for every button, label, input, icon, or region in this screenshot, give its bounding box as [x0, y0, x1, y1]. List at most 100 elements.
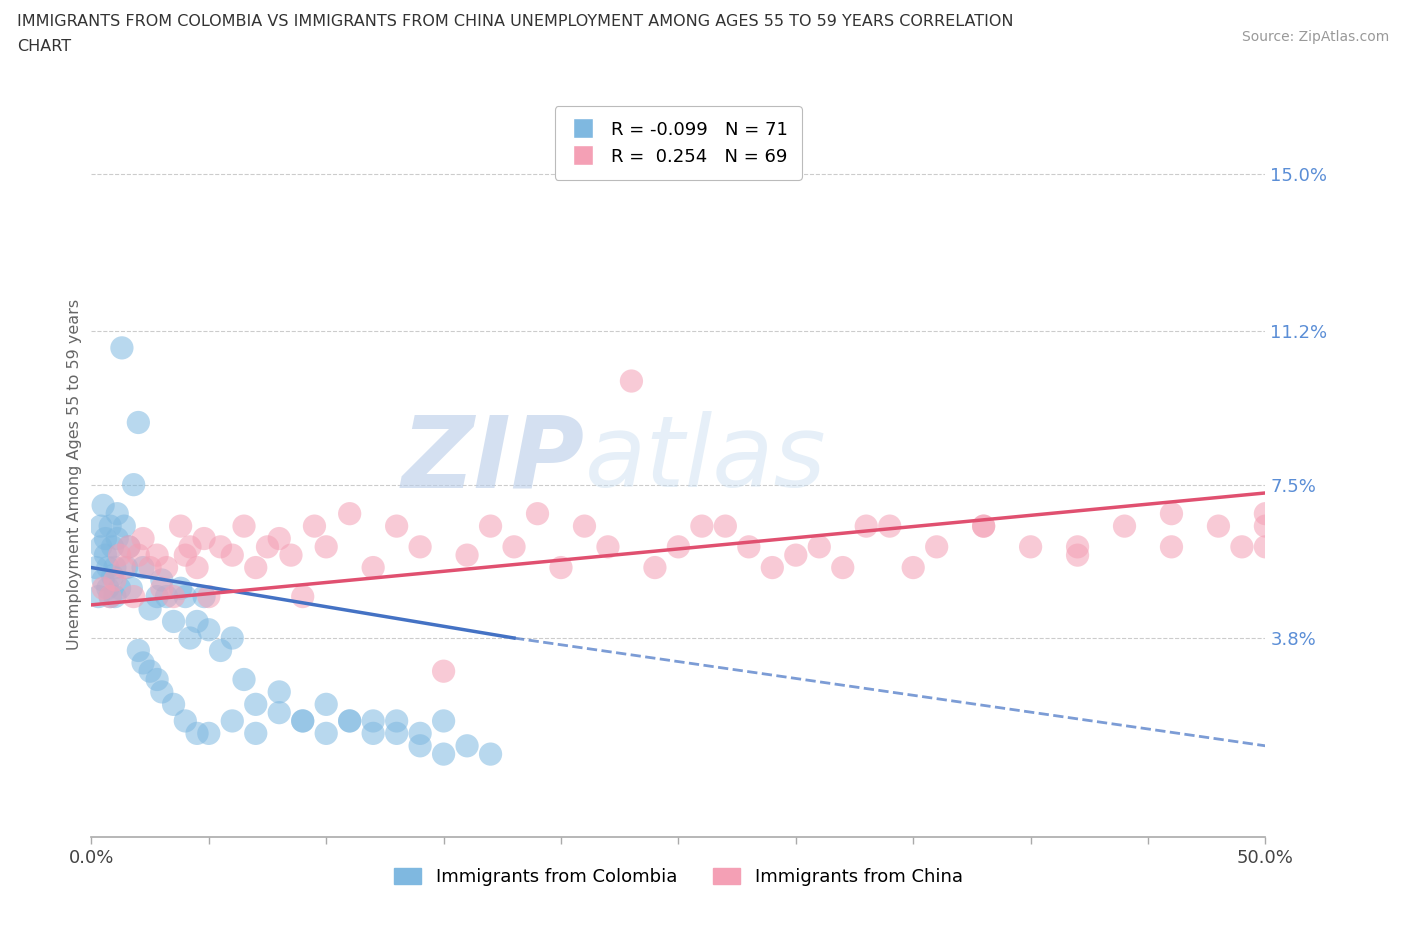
Point	[90, 519, 112, 534]
Point	[1160, 506, 1182, 521]
Point	[150, 684, 173, 699]
Point	[479, 519, 502, 534]
Point	[550, 560, 572, 575]
Point	[409, 726, 432, 741]
Text: atlas: atlas	[585, 411, 827, 509]
Point	[132, 656, 155, 671]
Point	[1019, 539, 1042, 554]
Point	[146, 548, 169, 563]
Point	[233, 519, 256, 534]
Text: ZIP: ZIP	[402, 411, 585, 509]
Point	[879, 519, 901, 534]
Point	[98, 589, 121, 604]
Point	[808, 539, 831, 554]
Point	[87, 589, 110, 604]
Point	[409, 738, 432, 753]
Point	[456, 548, 478, 563]
Point	[91, 573, 114, 588]
Point	[139, 560, 162, 575]
Point	[179, 631, 201, 645]
Point	[432, 713, 454, 728]
Point	[105, 506, 128, 521]
Point	[291, 713, 314, 728]
Point	[105, 531, 128, 546]
Point	[197, 726, 219, 741]
Point	[139, 602, 162, 617]
Point	[361, 560, 384, 575]
Point	[1160, 539, 1182, 554]
Point	[761, 560, 783, 575]
Point	[280, 548, 302, 563]
Point	[339, 713, 361, 728]
Point	[118, 539, 141, 554]
Point	[304, 519, 326, 534]
Point	[1254, 519, 1277, 534]
Point	[831, 560, 853, 575]
Point	[1066, 539, 1088, 554]
Point	[127, 643, 149, 658]
Point	[90, 539, 112, 554]
Point	[132, 560, 155, 575]
Point	[1114, 519, 1136, 534]
Point	[174, 548, 197, 563]
Y-axis label: Unemployment Among Ages 55 to 59 years: Unemployment Among Ages 55 to 59 years	[67, 299, 82, 650]
Point	[104, 560, 127, 575]
Point	[1208, 519, 1230, 534]
Point	[526, 506, 548, 521]
Point	[221, 713, 243, 728]
Point	[193, 531, 215, 546]
Point	[174, 713, 197, 728]
Point	[118, 539, 141, 554]
Point	[620, 374, 643, 389]
Point	[1066, 548, 1088, 563]
Point	[169, 519, 191, 534]
Point	[115, 560, 138, 575]
Point	[91, 498, 114, 512]
Point	[193, 589, 215, 604]
Point	[738, 539, 761, 554]
Point	[155, 589, 177, 604]
Point	[146, 589, 169, 604]
Point	[785, 548, 807, 563]
Point	[901, 560, 924, 575]
Point	[361, 713, 384, 728]
Point	[690, 519, 713, 534]
Point	[291, 589, 314, 604]
Point	[209, 539, 232, 554]
Point	[666, 539, 689, 554]
Point	[120, 581, 142, 596]
Point	[104, 589, 127, 604]
Point	[127, 415, 149, 430]
Point	[339, 713, 361, 728]
Point	[139, 664, 162, 679]
Point	[127, 548, 149, 563]
Point	[574, 519, 596, 534]
Text: IMMIGRANTS FROM COLOMBIA VS IMMIGRANTS FROM CHINA UNEMPLOYMENT AMONG AGES 55 TO : IMMIGRANTS FROM COLOMBIA VS IMMIGRANTS F…	[17, 14, 1014, 29]
Point	[94, 548, 117, 563]
Point	[1254, 506, 1277, 521]
Point	[108, 548, 131, 563]
Point	[97, 581, 120, 596]
Point	[973, 519, 995, 534]
Point	[132, 531, 155, 546]
Point	[150, 581, 173, 596]
Point	[186, 726, 208, 741]
Text: CHART: CHART	[17, 39, 70, 54]
Point	[155, 560, 177, 575]
Point	[503, 539, 526, 554]
Point	[385, 713, 408, 728]
Point	[385, 726, 408, 741]
Point	[456, 738, 478, 753]
Point	[162, 614, 184, 629]
Point	[233, 672, 256, 687]
Point	[122, 477, 145, 492]
Point	[714, 519, 737, 534]
Point	[186, 560, 208, 575]
Legend: Immigrants from Colombia, Immigrants from China: Immigrants from Colombia, Immigrants fro…	[387, 860, 970, 893]
Point	[101, 539, 124, 554]
Point	[112, 519, 135, 534]
Point	[361, 726, 384, 741]
Point	[269, 531, 291, 546]
Point	[101, 568, 124, 583]
Point	[315, 726, 337, 741]
